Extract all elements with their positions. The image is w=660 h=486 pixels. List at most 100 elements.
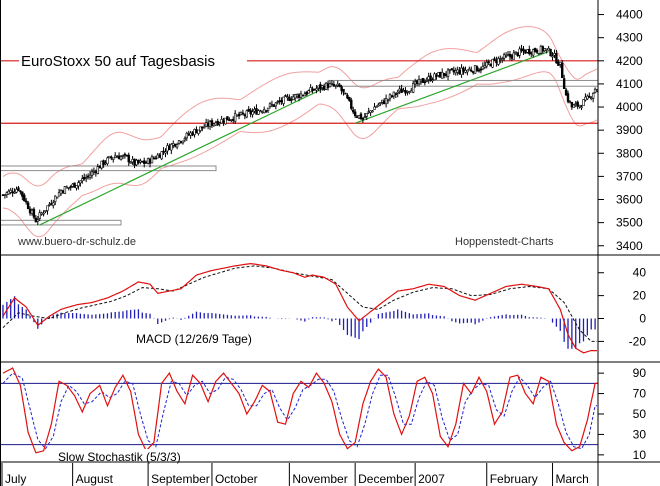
candle-body <box>530 52 533 55</box>
candle-body <box>177 140 181 144</box>
stochastic-label: Slow Stochastik (5/3/3) <box>58 450 181 464</box>
candle-body <box>535 49 539 53</box>
candle-body <box>365 112 368 117</box>
candle-body <box>48 204 51 206</box>
macd-signal-line <box>2 265 597 342</box>
candle-body <box>413 81 417 85</box>
candle-body <box>384 98 388 105</box>
macd-y-tick-label: -20 <box>629 334 647 348</box>
price-y-tick-label: 4200 <box>616 54 643 68</box>
candle-body <box>564 89 568 96</box>
candle-body <box>247 108 250 112</box>
candle-body <box>557 61 560 66</box>
candle-body <box>106 157 109 165</box>
candle-body <box>456 69 459 73</box>
candle-body <box>135 159 138 166</box>
candle-body <box>212 123 216 126</box>
month-label: November <box>292 472 347 486</box>
stoch-y-tick-label: 50 <box>633 407 647 421</box>
candle-body <box>504 54 508 57</box>
candle-body <box>123 153 127 156</box>
candle-body <box>551 55 554 58</box>
candle-body <box>168 145 171 150</box>
candle-body <box>164 151 167 154</box>
candle-body <box>293 94 297 99</box>
candle-body <box>473 65 477 74</box>
month-label: August <box>76 472 114 486</box>
candle-body <box>197 129 200 134</box>
candle-body <box>470 69 473 72</box>
candle-body <box>38 212 41 219</box>
price-y-tick-label: 4000 <box>616 100 643 114</box>
candle-body <box>272 104 276 107</box>
candle-body <box>156 154 159 159</box>
candle-body <box>319 84 322 90</box>
candle-body <box>578 104 581 108</box>
candle-body <box>537 52 541 55</box>
chart-title-bg <box>19 52 247 70</box>
candle-body <box>553 53 556 56</box>
candle-body <box>444 74 448 76</box>
candle-body <box>375 106 378 108</box>
candle-body <box>541 46 545 52</box>
price-y-tick-label: 3600 <box>616 193 643 207</box>
month-label: September <box>151 472 210 486</box>
candle-body <box>330 83 334 85</box>
candle-body <box>373 106 376 110</box>
candle-body <box>278 100 281 102</box>
candle-body <box>114 155 117 159</box>
candle-body <box>15 189 18 193</box>
candle-body <box>288 97 291 101</box>
price-panel: EuroStoxx 50 auf Tagesbasis www.buero-dr-… <box>0 8 643 253</box>
candle-body <box>21 191 24 197</box>
candle-body <box>388 94 392 99</box>
candle-body <box>460 67 463 76</box>
candle-body <box>90 171 94 176</box>
candle-body <box>315 88 318 91</box>
candle-body <box>497 58 500 65</box>
candle-body <box>268 103 272 107</box>
candle-body <box>204 122 208 127</box>
candle-body <box>166 145 169 152</box>
candle-body <box>117 155 121 160</box>
trendline <box>39 85 329 226</box>
candle-body <box>81 178 84 182</box>
candle-body <box>13 192 16 194</box>
candle-body <box>129 162 132 164</box>
candle-body <box>67 187 70 189</box>
candle-body <box>206 122 210 127</box>
candle-body <box>377 104 380 107</box>
candle-body <box>326 83 330 88</box>
candle-body <box>7 190 10 195</box>
candle-body <box>143 160 146 164</box>
candle-body <box>181 140 185 144</box>
candle-body <box>257 110 260 115</box>
candle-body <box>139 160 142 163</box>
stoch-y-tick-label: 90 <box>633 366 647 380</box>
bollinger-lower-band <box>2 71 598 238</box>
candle-body <box>286 96 289 98</box>
candle-body <box>468 68 471 71</box>
candle-body <box>75 185 78 189</box>
candle-body <box>158 154 161 158</box>
candle-body <box>458 69 461 75</box>
candle-body <box>562 78 566 90</box>
candle-body <box>65 186 69 189</box>
stoch-y-tick-label: 70 <box>633 387 647 401</box>
candle-body <box>237 113 241 117</box>
candle-body <box>499 58 502 60</box>
candle-body <box>549 48 552 57</box>
watermark-right: Hoppenstedt-Charts <box>455 236 554 248</box>
candle-body <box>547 47 550 51</box>
candle-body <box>36 219 39 222</box>
candle-body <box>241 112 245 115</box>
candle-body <box>96 166 99 174</box>
candle-body <box>570 101 574 108</box>
candle-body <box>77 182 80 187</box>
bollinger-upper-band <box>2 26 598 187</box>
candle-body <box>367 111 370 113</box>
candle-body <box>3 194 7 196</box>
candle-body <box>303 93 307 97</box>
candle-body <box>119 156 123 160</box>
trendline <box>354 50 549 124</box>
